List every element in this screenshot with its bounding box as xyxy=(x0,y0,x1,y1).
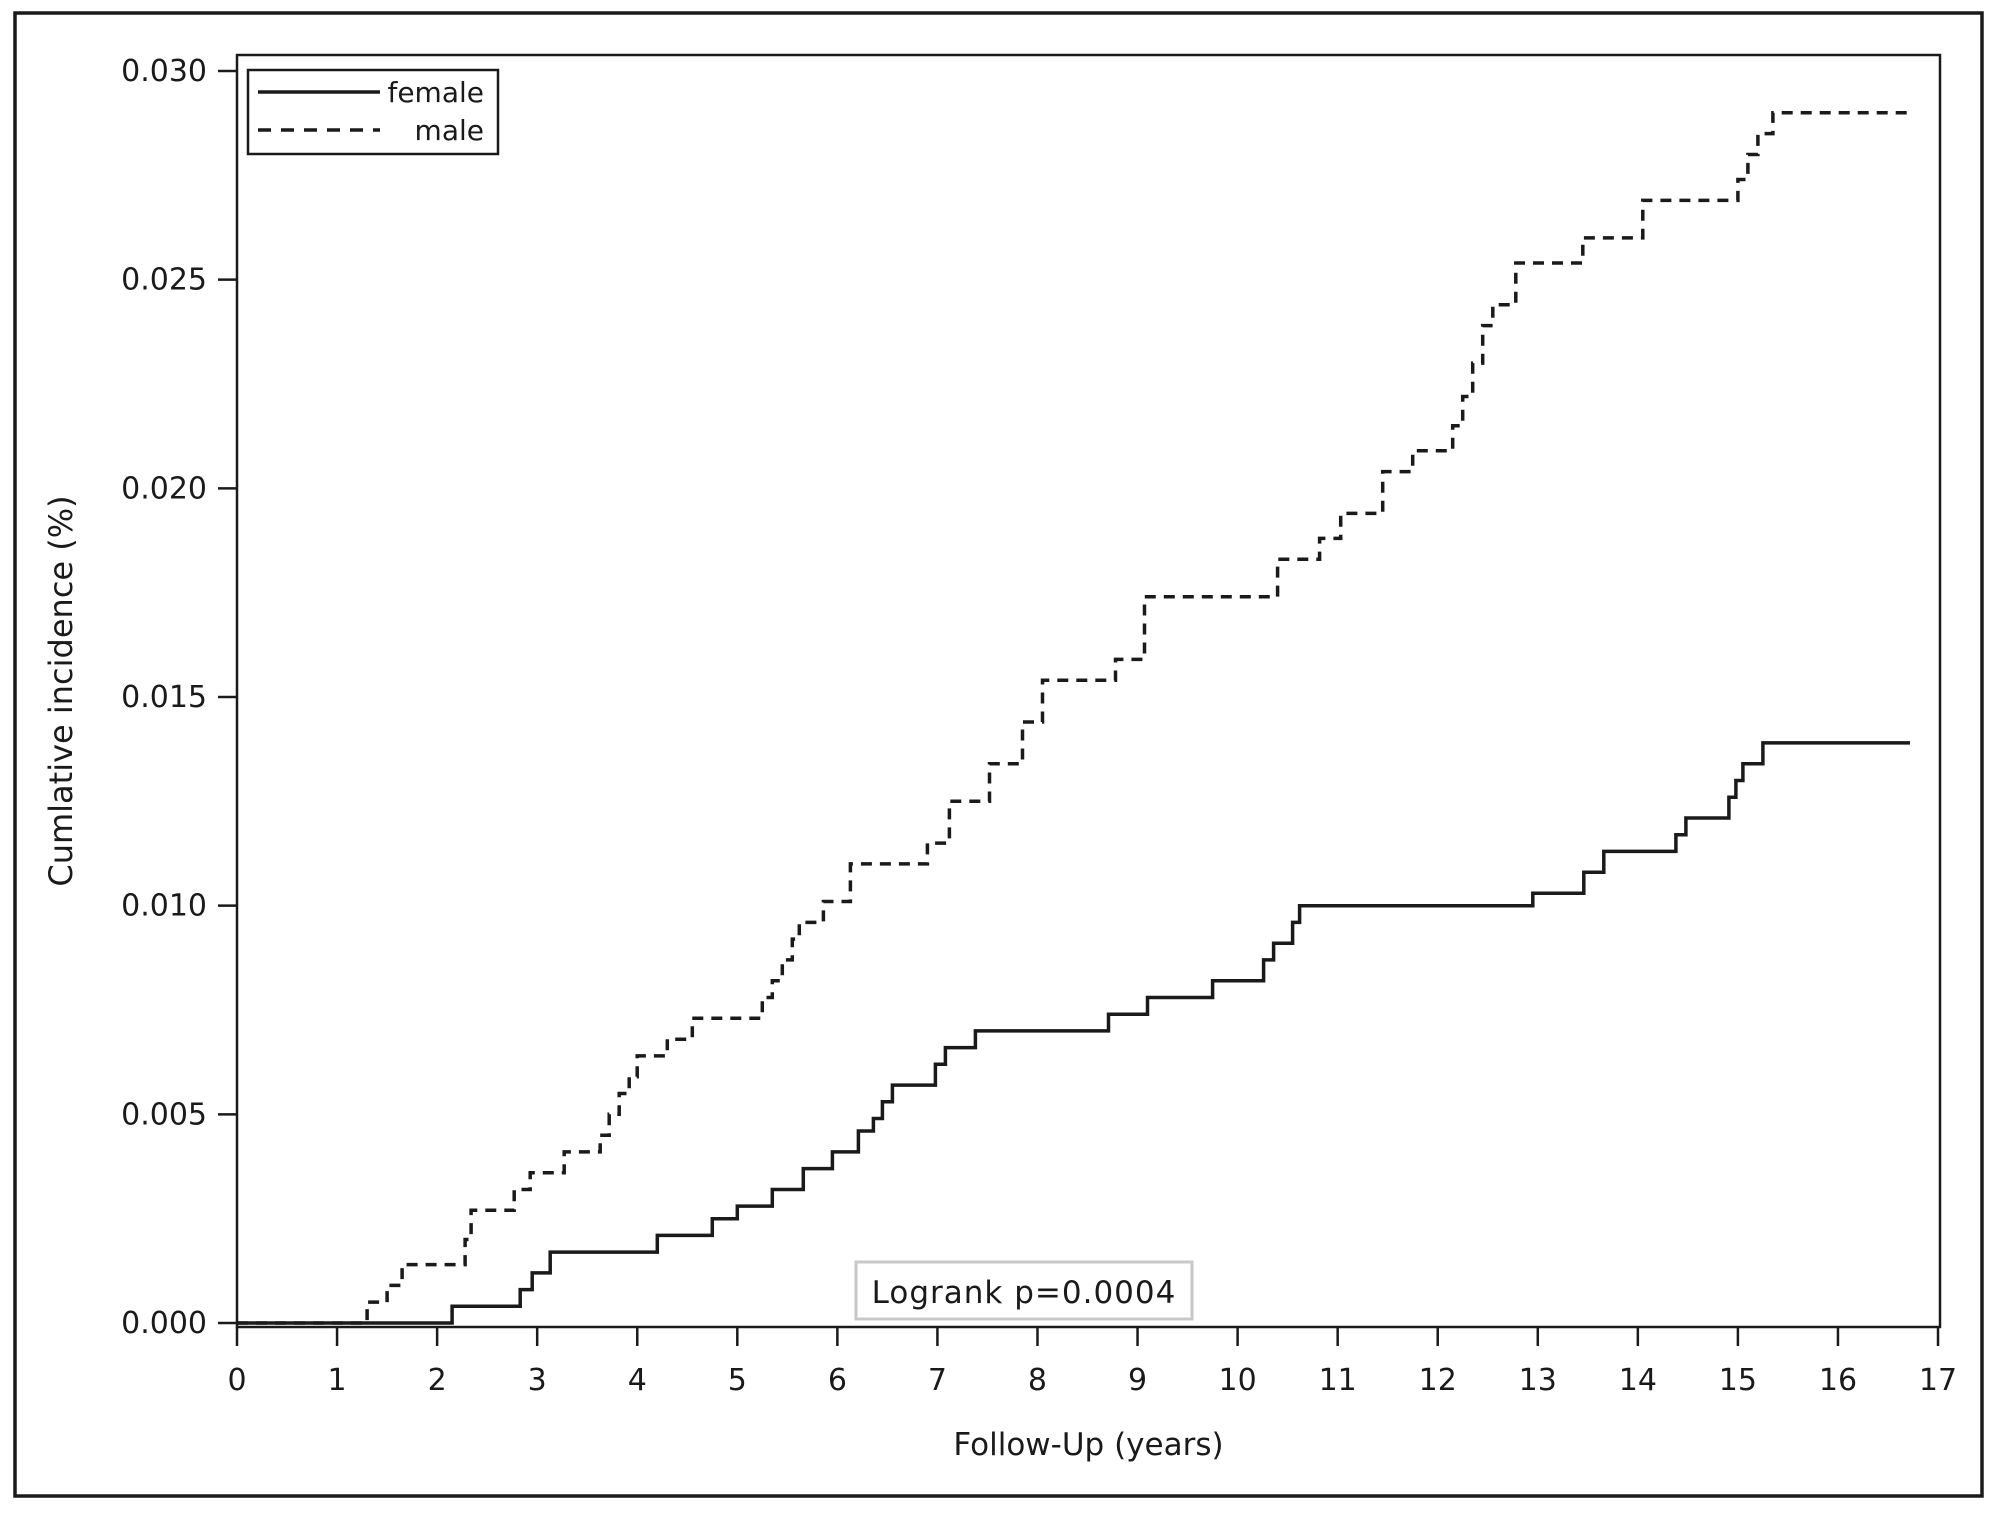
x-axis-tick-label: 12 xyxy=(1419,1363,1457,1398)
y-axis-title: Cumlative incidence (%) xyxy=(42,495,80,886)
legend-male-label: male xyxy=(415,114,484,147)
x-axis-tick-label: 6 xyxy=(828,1363,847,1398)
x-axis-tick-label: 7 xyxy=(928,1363,947,1398)
y-axis-tick-label: 0.005 xyxy=(121,1097,207,1132)
plot-frame xyxy=(235,53,1942,1329)
y-axis-tick-label: 0.000 xyxy=(121,1306,207,1341)
x-axis-tick-label: 11 xyxy=(1319,1363,1357,1398)
logrank-annotation-text: Logrank p=0.0004 xyxy=(872,1275,1177,1311)
x-axis-title: Follow-Up (years) xyxy=(953,1427,1223,1463)
legend-female-label: female xyxy=(387,76,484,109)
y-axis-tick-label: 0.030 xyxy=(121,54,207,89)
x-axis-tick-label: 3 xyxy=(528,1363,547,1398)
logrank-annotation-box xyxy=(854,1260,1194,1321)
x-axis-tick-label: 10 xyxy=(1219,1363,1257,1398)
y-axis-tick-label: 0.020 xyxy=(121,471,207,506)
x-axis-tick-label: 0 xyxy=(227,1363,246,1398)
female-series-line xyxy=(237,741,1910,1325)
y-axis-tick-label: 0.015 xyxy=(121,680,207,715)
x-axis-tick-label: 1 xyxy=(328,1363,347,1398)
x-axis-tick-label: 15 xyxy=(1719,1363,1757,1398)
x-axis-tick-label: 8 xyxy=(1028,1363,1047,1398)
legend-box xyxy=(246,68,500,156)
x-axis-tick-label: 17 xyxy=(1919,1363,1957,1398)
x-axis-tick-label: 2 xyxy=(428,1363,447,1398)
x-axis-tick-label: 5 xyxy=(728,1363,747,1398)
y-axis-tick-label: 0.010 xyxy=(121,889,207,924)
x-axis-tick-label: 9 xyxy=(1128,1363,1147,1398)
x-axis-tick-label: 4 xyxy=(628,1363,647,1398)
x-axis-tick-label: 13 xyxy=(1519,1363,1557,1398)
male-series-line xyxy=(237,110,1908,1325)
figure-border xyxy=(13,11,1984,1498)
x-axis-tick-label: 16 xyxy=(1819,1363,1857,1398)
x-axis-tick-label: 14 xyxy=(1619,1363,1657,1398)
y-axis-tick-label: 0.025 xyxy=(121,263,207,298)
